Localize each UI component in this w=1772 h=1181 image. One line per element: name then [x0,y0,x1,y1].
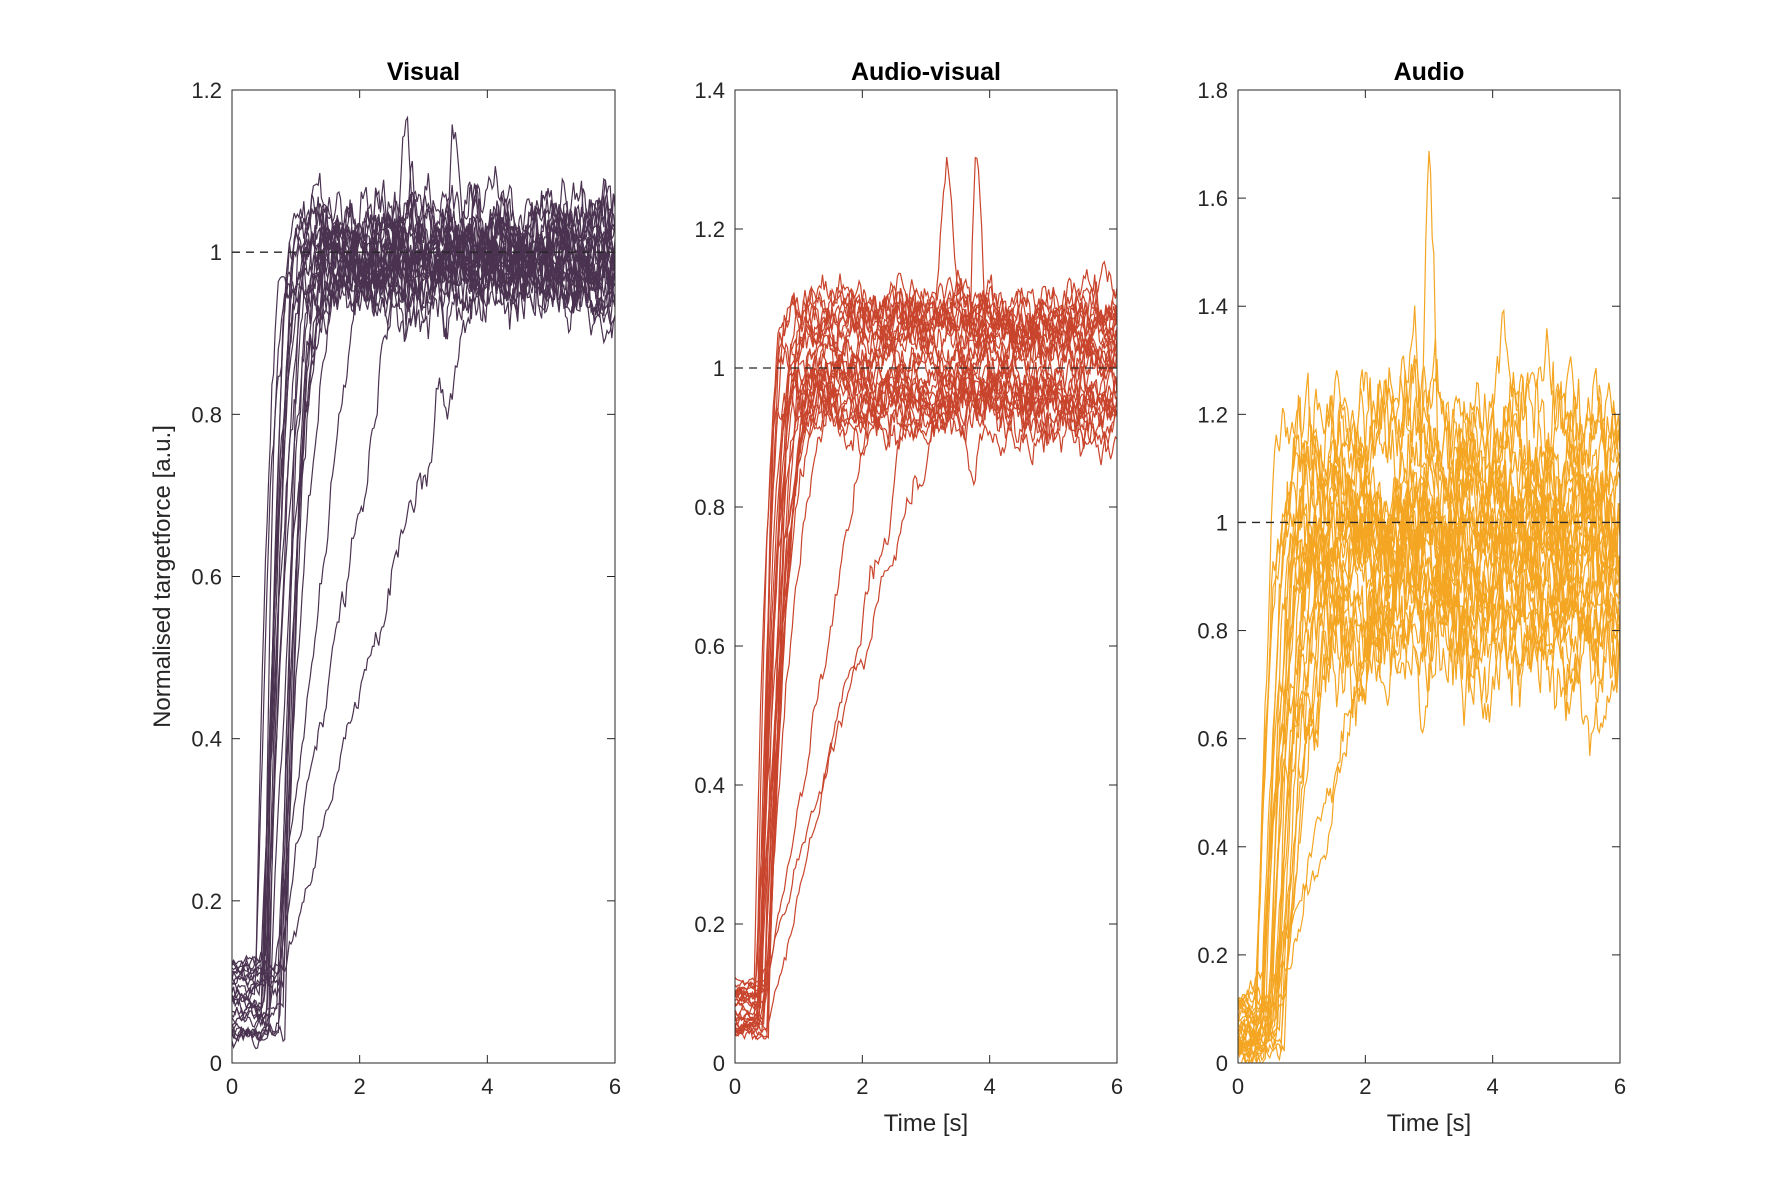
trace-line [735,309,1117,1002]
y-tick-label: 0.2 [694,912,725,937]
panels: 0 2 4 6 0 0.2 0.4 0.6 0.8 1 1.2 Visual Normalised ta… [149,58,1626,1137]
panel-title: Audio-visual [851,58,1001,86]
x-tick-label: 2 [1359,1074,1371,1099]
trace-line [1238,553,1620,1026]
y-tick-label: 1 [1216,510,1228,535]
trace-line [735,156,1117,1022]
y-tick-label: 0.6 [191,565,222,590]
trace-line [1238,375,1620,1016]
y-tick-label: 1.2 [694,217,725,242]
axes-box [1237,89,1621,1064]
trace-line [1238,533,1620,1029]
trace-line [735,285,1117,1018]
y-tick-label: 0.6 [694,634,725,659]
trace-line [735,359,1117,1041]
y-tick-label: 0.8 [191,402,222,427]
x-axis-label: Time [s] [884,1110,968,1137]
trace-line [232,177,615,1013]
panel-title: Visual [387,58,460,86]
x-tick-label: 6 [1614,1074,1626,1099]
x-axis-label: Time [s] [1387,1110,1471,1137]
y-axis-label: Normalised targetforce [a.u.] [149,425,176,728]
trace-line [232,179,615,1020]
y-tick-label: 1.8 [1197,78,1228,103]
traces [1238,150,1620,1063]
y-tick-label: 0 [210,1051,222,1076]
y-tick-label: 1.2 [191,78,222,103]
axes-box [734,89,1118,1064]
trace-line [232,215,615,1042]
x-tick-label: 0 [226,1074,238,1099]
trace-line [1238,453,1620,1047]
y-tick-label: 0.4 [694,773,725,798]
trace-line [735,338,1117,999]
trace-line [735,287,1117,1009]
x-tick-label: 4 [984,1074,996,1099]
x-tick-label: 4 [1487,1074,1499,1099]
trace-line [735,260,1117,1034]
trace-line [232,225,615,1041]
y-tick-label: 0 [713,1051,725,1076]
trace-line [735,277,1117,1010]
y-tick-label: 1.6 [1197,186,1228,211]
traces [735,156,1117,1041]
x-tick-label: 0 [1232,1074,1244,1099]
panel-3: 0 2 4 6 0 0.2 0.4 0.6 0.8 1 1.2 1.4 1.6 1.8 Audio Time … [1197,58,1626,1137]
trace-line [1238,587,1620,1059]
trace-line [232,214,615,975]
trace-line [1238,437,1620,1063]
trace-line [1238,597,1620,1063]
panel-title: Audio [1394,58,1465,86]
y-tick-label: 1.4 [694,78,725,103]
y-tick-label: 0.8 [1197,619,1228,644]
x-tick-label: 6 [609,1074,621,1099]
trace-line [735,363,1117,1034]
y-tick-label: 0.2 [1197,943,1228,968]
x-tick-label: 2 [354,1074,366,1099]
x-tick-label: 4 [481,1074,493,1099]
trace-line [1238,356,1620,1035]
trace-line [232,225,615,999]
panel-1: 0 2 4 6 0 0.2 0.4 0.6 0.8 1 1.2 Visual Normalised ta… [149,58,621,1099]
y-tick-label: 0.2 [191,889,222,914]
y-tick-label: 0.8 [694,495,725,520]
y-tick-label: 1 [713,356,725,381]
y-tick-label: 1 [210,240,222,265]
trace-line [735,336,1117,1023]
y-tick-label: 0.6 [1197,727,1228,752]
y-tick-label: 1.4 [1197,294,1228,319]
y-tick-label: 0.4 [1197,835,1228,860]
trace-line [735,287,1117,1023]
panel-2: 0 2 4 6 0 0.2 0.4 0.6 0.8 1 1.2 1.4 Audio-visual Time… [694,58,1123,1137]
y-tick-label: 0 [1216,1051,1228,1076]
x-tick-label: 6 [1111,1074,1123,1099]
x-tick-label: 2 [856,1074,868,1099]
trace-line [1238,328,1620,1041]
y-tick-label: 0.4 [191,727,222,752]
trace-line [1238,519,1620,1053]
x-tick-label: 0 [729,1074,741,1099]
y-tick-label: 1.2 [1197,402,1228,427]
traces [232,115,615,1050]
